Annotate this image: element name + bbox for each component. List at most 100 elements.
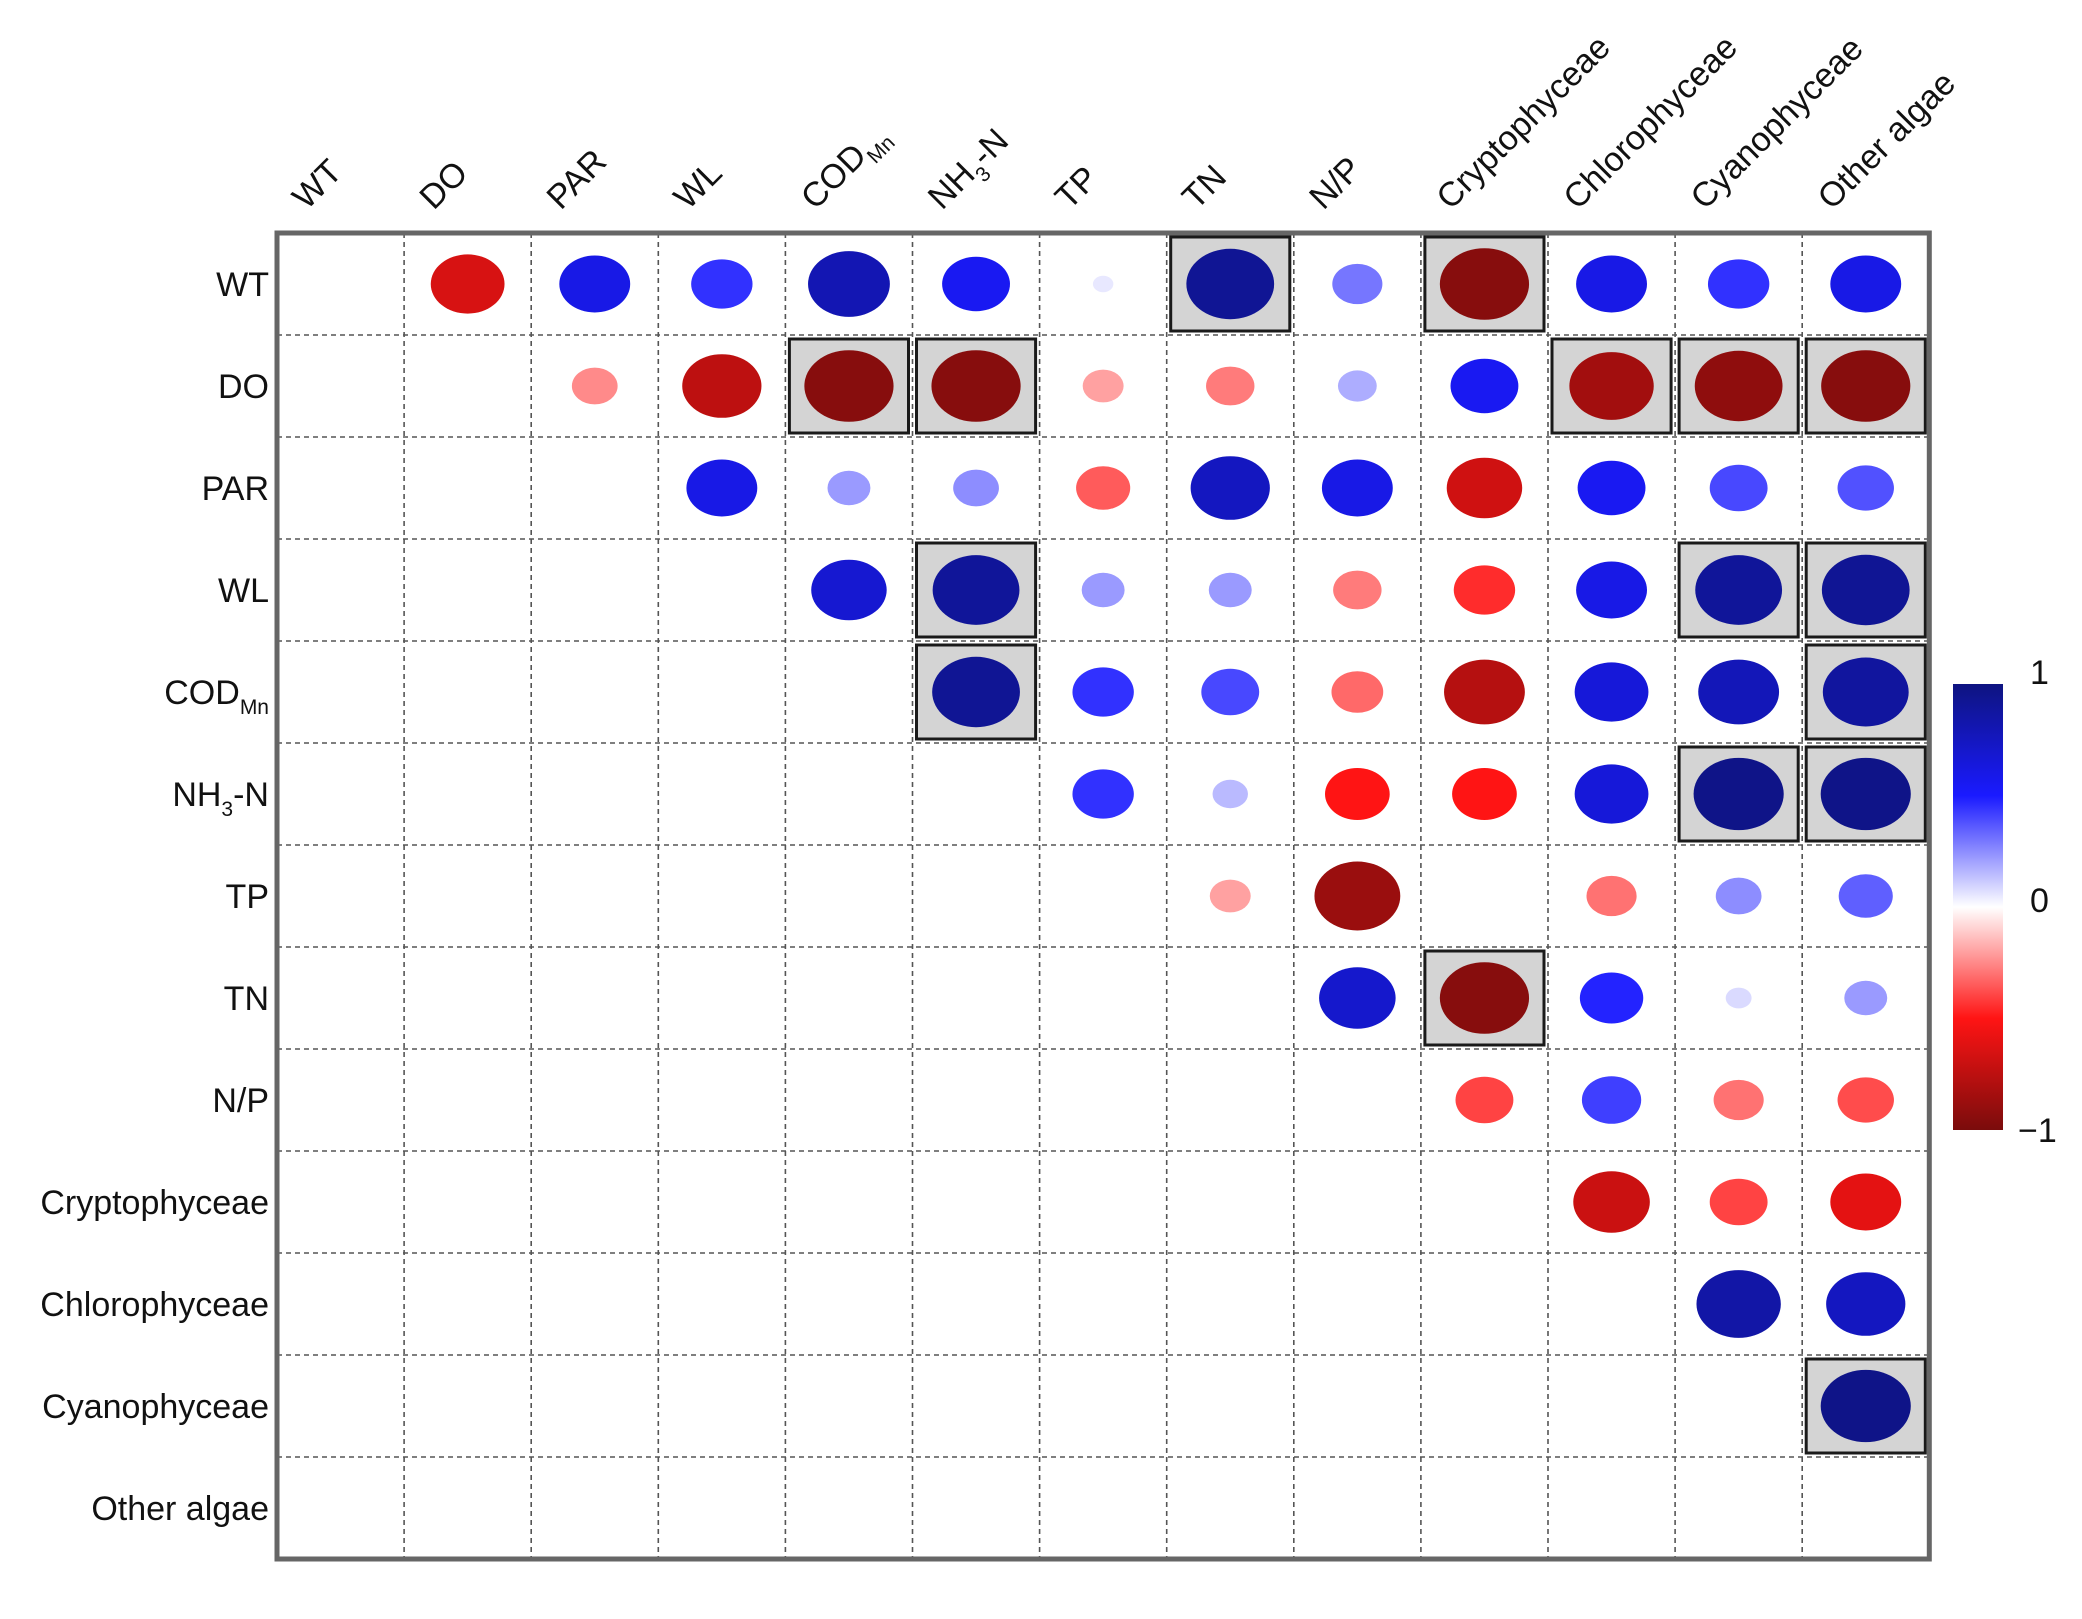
correlation-circle [1452,768,1517,820]
correlation-circle [1082,369,1124,403]
correlation-circle [1821,350,1911,422]
correlation-circle [1695,555,1783,625]
correlation-circle [942,256,1010,312]
correlation-circle [1830,1173,1902,1231]
correlation-circle [1573,1171,1650,1233]
column-label: DO [412,154,475,217]
correlation-circle [1725,987,1752,1009]
row-label: Chlorophyceae [40,1286,269,1324]
correlation-circle [1694,350,1783,422]
correlation-circle [1072,667,1134,717]
correlation-circle [932,656,1020,728]
correlation-circle [811,559,887,621]
correlation-circle [1569,352,1654,420]
column-label: WL [667,154,730,217]
correlation-circle [1821,554,1910,626]
correlation-circle [1332,263,1383,305]
correlation-circle [1576,255,1647,313]
correlation-circle [1826,1272,1906,1336]
correlation-circle [1709,1178,1768,1226]
correlation-circle [1450,358,1519,414]
correlation-circle [1092,275,1114,293]
correlation-circle [1439,962,1530,1034]
correlation-circle [931,350,1021,422]
correlation-circle [430,254,505,314]
correlation-circle [1081,572,1125,608]
grid-layer [277,233,1930,1559]
row-label: Cyanophyceae [42,1388,269,1426]
correlation-circle [1208,572,1252,608]
plot-border [274,230,1932,1562]
correlation-circle [804,350,894,422]
row-label: Other algae [91,1490,269,1528]
column-label: TP [1048,159,1106,217]
colorbar-gradient [1953,684,2003,1130]
correlation-circle [827,470,871,506]
correlation-circle [1713,1079,1764,1121]
colorbar: 1 0 −1 [1953,654,2057,1150]
correlation-circle [1715,877,1762,915]
correlation-circle [1321,459,1393,517]
correlation-circle [1820,1369,1911,1443]
correlation-circle [1698,659,1780,725]
correlation-circle [953,469,999,507]
correlation-circle [1453,565,1516,615]
colorbar-max-label: 1 [2030,654,2049,692]
correlation-circle [808,251,890,317]
correlation-circle [1696,1270,1781,1338]
column-label: NH3-N [921,121,1021,221]
column-label: CODMn [794,116,900,222]
correlation-circle [686,459,758,517]
column-label: TN [1175,158,1234,217]
correlation-circle [1707,259,1770,309]
row-label: N/P [212,1082,269,1120]
row-label: TN [224,980,269,1018]
correlation-circle [571,367,618,405]
row-label: PAR [202,470,269,508]
correlation-circle [1446,457,1523,519]
correlation-circle [1331,671,1384,713]
correlation-circle [1333,570,1382,610]
circle-layer [430,248,1911,1443]
column-label: WT [285,152,349,216]
correlation-circle [932,555,1020,625]
correlation-circle [1206,366,1255,406]
correlation-circle [1577,460,1646,516]
correlation-circle [1581,1076,1642,1124]
correlation-circle [1574,764,1649,824]
correlation-circle [1186,248,1275,320]
column-label: PAR [540,142,615,217]
correlation-circle [1319,967,1396,1029]
correlation-circle [1822,657,1909,727]
correlation-circle [1574,662,1649,722]
correlation-circle [1072,769,1134,819]
row-label: WT [216,266,269,304]
correlation-circle [1201,668,1260,716]
correlation-circle [691,259,753,309]
correlation-circle [1324,768,1390,820]
row-label: Cryptophyceae [40,1184,269,1222]
colorbar-mid-label: 0 [2030,882,2049,920]
correlation-circle [1190,456,1270,520]
correlation-circle [1586,875,1637,917]
correlation-circle [1579,972,1644,1024]
row-label: CODMn [164,674,269,719]
correlation-circle [1844,980,1888,1016]
correlation-circle [1212,779,1248,809]
colorbar-min-label: −1 [2018,1112,2057,1150]
row-label: NH3-N [172,776,269,821]
correlation-circle [1837,465,1894,511]
correlation-circle [1837,1077,1894,1123]
correlation-circle [1709,464,1768,512]
correlation-circle [1455,1076,1514,1124]
correlation-circle [1838,874,1893,918]
row-labels: WT DO PAR WL CODMn NH3-N TP TN N/P Cryptophyceae C… [40,266,269,1528]
row-label: DO [218,368,269,406]
column-label: N/P [1302,150,1369,217]
correlation-circle [682,354,762,418]
correlation-circle [1076,466,1131,510]
correlation-circle [1830,255,1902,313]
correlation-circle [559,255,631,313]
